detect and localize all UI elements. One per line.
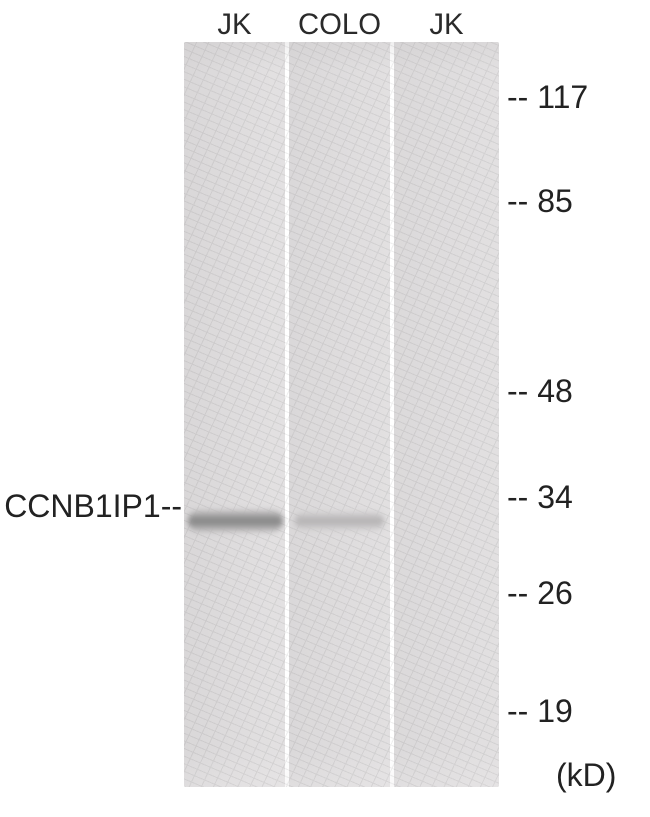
marker-label: -- 85 <box>507 183 573 220</box>
marker-label: -- 26 <box>507 575 573 612</box>
lane <box>289 42 390 787</box>
protein-name: CCNB1IP1 <box>4 488 161 524</box>
lane-label: COLO <box>289 8 390 42</box>
marker-label: -- 19 <box>507 693 573 730</box>
marker-label: -- 117 <box>507 79 588 116</box>
protein-label: CCNB1IP1-- <box>4 488 182 525</box>
lane-label: JK <box>184 8 285 42</box>
lane-label: JK <box>394 8 499 42</box>
protein-dash: -- <box>161 488 182 524</box>
blot-bottom-shade <box>184 747 499 787</box>
blot-area <box>184 42 499 787</box>
band <box>188 510 283 532</box>
band <box>295 512 384 530</box>
lane <box>184 42 285 787</box>
unit-label: (kD) <box>556 757 616 794</box>
marker-label: -- 48 <box>507 373 573 410</box>
blot-top-shade <box>184 42 499 70</box>
marker-label: -- 34 <box>507 479 573 516</box>
lane <box>394 42 499 787</box>
